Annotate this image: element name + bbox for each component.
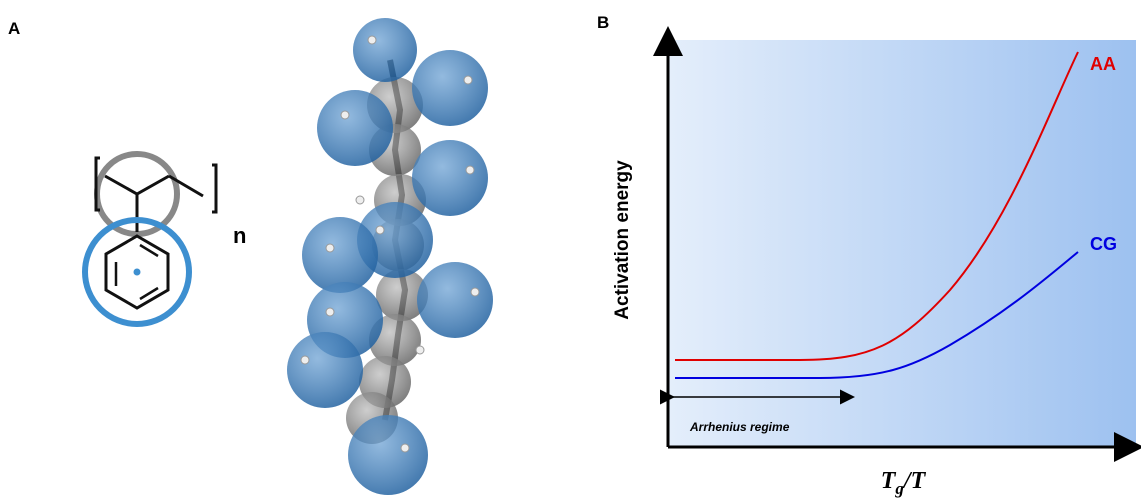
annotation: Arrhenius regime bbox=[689, 420, 790, 434]
x-label-rest: /T bbox=[902, 468, 927, 494]
x-axis-label: Tg/T bbox=[881, 468, 927, 498]
curve-label: CG bbox=[1090, 234, 1117, 254]
molecular-model bbox=[287, 18, 493, 495]
figure: A n B bbox=[0, 0, 1141, 501]
plot-background bbox=[668, 40, 1136, 447]
repeat-subscript: n bbox=[233, 223, 246, 248]
y-axis-label: Activation energy bbox=[612, 160, 633, 320]
monomer-structure bbox=[85, 154, 216, 324]
panel-label: B bbox=[597, 13, 609, 32]
x-label-subscript: g bbox=[894, 479, 904, 498]
x-label-base: T bbox=[881, 468, 897, 494]
panel-label: A bbox=[8, 19, 20, 38]
curve-label: AA bbox=[1090, 54, 1116, 74]
